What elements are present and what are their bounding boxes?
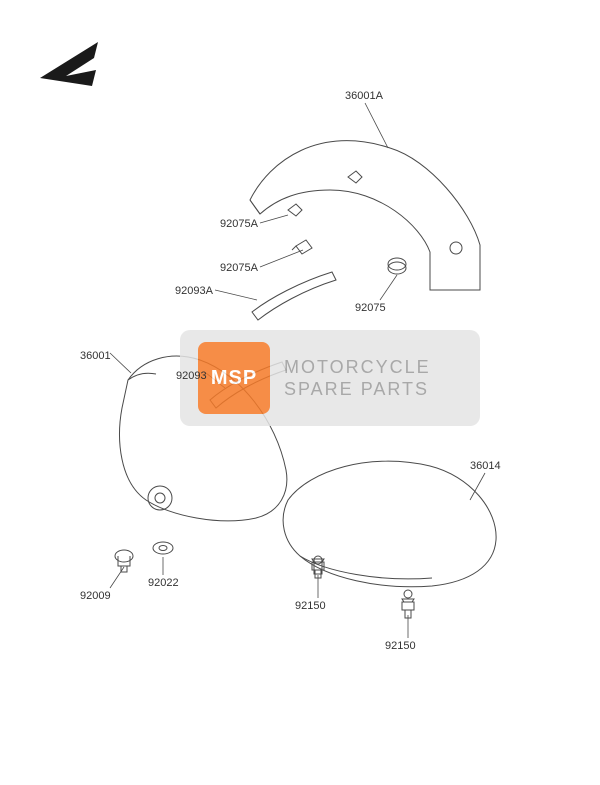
callout-36001A: 36001A	[345, 90, 383, 102]
watermark: MSP MOTORCYCLE SPARE PARTS	[180, 330, 480, 426]
part-36001A	[250, 141, 480, 290]
callout-92093A: 92093A	[175, 285, 213, 297]
callout-36014: 36014	[470, 460, 501, 472]
part-92075A	[292, 240, 312, 254]
callout-92075: 92075	[355, 302, 386, 314]
watermark-badge: MSP	[198, 342, 270, 414]
part-92009	[115, 550, 133, 572]
watermark-line1: MOTORCYCLE	[284, 356, 431, 379]
part-92022	[153, 542, 173, 554]
callout-92075A_1: 92075A	[220, 218, 258, 230]
callout-36001: 36001	[80, 350, 111, 362]
watermark-line2: SPARE PARTS	[284, 378, 431, 401]
callout-92150_2: 92150	[385, 640, 416, 652]
callout-92022: 92022	[148, 577, 179, 589]
diagram-canvas: MSP MOTORCYCLE SPARE PARTS 36001A 92075A 9…	[0, 0, 600, 785]
part-92093A	[252, 272, 336, 320]
callout-92075A_2: 92075A	[220, 262, 258, 274]
direction-arrow	[40, 42, 98, 86]
callout-92009: 92009	[80, 590, 111, 602]
callout-92093: 92093	[176, 370, 207, 382]
callout-92150_1: 92150	[295, 600, 326, 612]
part-92075	[388, 258, 406, 274]
watermark-badge-text: MSP	[211, 367, 257, 390]
watermark-text: MOTORCYCLE SPARE PARTS	[284, 356, 431, 401]
